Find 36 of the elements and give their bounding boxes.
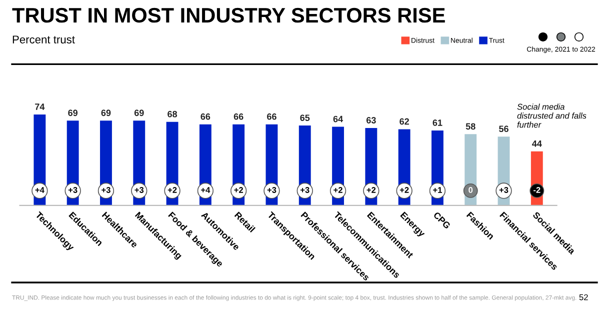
data-label: 58 — [466, 123, 476, 130]
annotation: +1 — [433, 187, 442, 193]
data-label: 64 — [333, 116, 343, 122]
annotation: -2 — [534, 187, 540, 193]
data-label: 69 — [134, 110, 144, 116]
annotation: +3 — [68, 187, 78, 193]
annotation: +2 — [400, 187, 409, 193]
data-label: 56 — [499, 126, 508, 132]
data-label: 63 — [366, 117, 376, 124]
annotation: +2 — [366, 187, 376, 193]
annotation: +4 — [35, 187, 44, 193]
data-label: 66 — [234, 113, 244, 120]
data-label: 44 — [532, 140, 542, 147]
annotation: +4 — [201, 187, 210, 193]
data-label: 66 — [267, 113, 276, 120]
data-label: 68 — [168, 110, 178, 118]
annotation: +3 — [134, 187, 144, 193]
text: 52 — [579, 294, 588, 300]
annotation: +3 — [102, 187, 110, 193]
annotation: +3 — [499, 187, 508, 193]
data-label: 66 — [200, 113, 210, 120]
chart-subtitle: Percent trust — [12, 36, 75, 44]
annotation: +2 — [234, 187, 243, 193]
annotation: +3 — [267, 187, 276, 193]
annotation: +2 — [168, 187, 177, 193]
annotation: +2 — [334, 187, 342, 193]
data-label: 62 — [400, 118, 409, 125]
chart-title: TRUST IN MOST INDUSTRY SECTORS RISE — [12, 8, 445, 23]
data-label: 74 — [35, 104, 45, 110]
data-label: 69 — [101, 110, 111, 116]
data-label: 61 — [432, 120, 442, 126]
annotation: Social media distrusted and falls further — [517, 104, 586, 128]
data-label: 69 — [68, 110, 78, 116]
annotation: +3 — [300, 187, 310, 193]
data-label: 65 — [300, 114, 310, 121]
annotation: 0 — [468, 187, 473, 193]
